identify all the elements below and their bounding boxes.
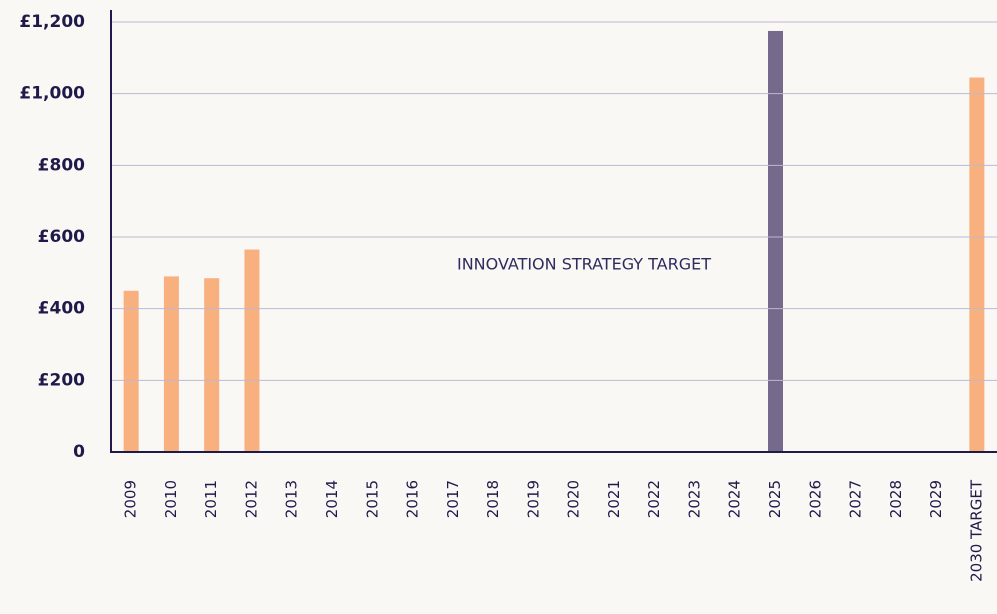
y-tick-label: £1,200: [19, 12, 85, 32]
y-tick-label: £400: [38, 299, 85, 319]
x-tick-label: 2029: [927, 480, 945, 518]
bar: [163, 276, 179, 452]
x-tick-label: 2015: [363, 480, 381, 518]
x-tick-label: 2014: [323, 480, 341, 518]
x-tick-label: 2025: [766, 480, 784, 518]
x-tick-label: 2017: [444, 480, 462, 518]
x-tick-label: 2027: [847, 480, 865, 518]
x-tick-label: 2018: [484, 480, 502, 518]
bar: [768, 30, 783, 452]
x-tick-label: 2013: [283, 480, 301, 518]
x-tick-label: 2021: [605, 480, 623, 518]
x-tick-label: 2023: [685, 480, 703, 518]
bar: [204, 278, 220, 452]
x-tick-label: 2016: [404, 480, 422, 518]
x-tick-label: 2024: [726, 480, 744, 518]
annotation: INNOVATION STRATEGY TARGET: [457, 255, 711, 274]
bar: [969, 77, 985, 453]
x-tick-label: 2019: [524, 480, 542, 518]
bar: [123, 290, 139, 452]
y-tick-label: 0: [73, 442, 85, 462]
x-tick-label: 2009: [122, 480, 140, 518]
x-tick-label: 2026: [806, 480, 824, 518]
x-tick-label: 2011: [202, 480, 220, 518]
y-tick-label: £200: [38, 370, 85, 390]
y-tick-label: £600: [38, 227, 85, 247]
bar: [244, 249, 260, 452]
x-tick-label: 2010: [162, 480, 180, 518]
x-tick-label: 2020: [565, 480, 583, 518]
x-tick-label: 2012: [242, 480, 260, 518]
x-tick-label: 2028: [887, 480, 905, 518]
y-tick-label: £1,000: [19, 84, 85, 104]
x-tick-label: 2022: [645, 480, 663, 518]
x-tick-label: 2030 TARGET: [967, 479, 985, 582]
y-tick-label: £800: [38, 155, 85, 175]
